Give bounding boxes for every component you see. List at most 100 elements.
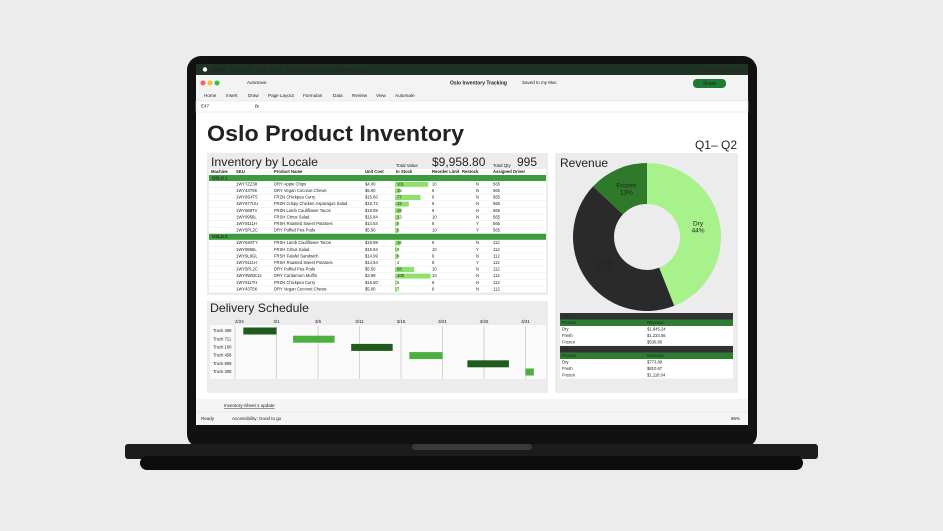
truck-label: Truck 308 (213, 369, 232, 374)
ribbon-tab[interactable]: Page Layout (268, 93, 295, 98)
cell: $14.54 (365, 260, 378, 265)
cell: 112 (493, 273, 500, 278)
cell: DRY Cardamom Muffin (274, 273, 318, 278)
title-bar (196, 75, 748, 101)
cell: 6 (432, 221, 435, 226)
group-name: OSLO 1 (212, 175, 228, 180)
cell: 16 (397, 240, 402, 245)
cell: FRSH Citrus Salad (274, 214, 310, 219)
cell: 10 (432, 267, 437, 272)
cell: $1,645.24 (647, 327, 666, 332)
donut-slice (647, 163, 722, 306)
menu-item[interactable]: Help (357, 67, 368, 73)
cell: N (476, 201, 479, 206)
name-box[interactable]: E47 (201, 104, 210, 109)
formula-bar (195, 100, 749, 113)
fx-button[interactable]: fx (255, 104, 259, 110)
cell: $15.60 (365, 280, 378, 285)
ribbon-tab[interactable]: Formulas (303, 93, 323, 98)
ribbon-tab[interactable]: Review (352, 93, 368, 98)
stock-bar (395, 240, 401, 246)
date-label: 3/21 (438, 319, 447, 324)
autosave-toggle[interactable]: AutoSave (247, 80, 267, 85)
stock-bar (395, 280, 397, 286)
ribbon-tab[interactable]: Draw (248, 93, 259, 98)
ribbon-tab[interactable]: Home (204, 93, 217, 98)
truck-label: Truck 458 (213, 353, 232, 358)
schedule-bar (409, 352, 443, 360)
cell: DRY Vegan Coconut Chews (274, 188, 326, 193)
stock-bar (395, 181, 429, 187)
date-label: 3/26 (480, 319, 489, 324)
apple-menu[interactable] (202, 67, 208, 72)
cell: 565 (493, 208, 501, 213)
stock-bar (395, 286, 398, 292)
ribbon-tab[interactable]: View (376, 93, 387, 98)
close-button[interactable] (200, 80, 206, 86)
cell: FRZN Chickpea Curry (274, 280, 316, 285)
cell: N (476, 273, 479, 278)
cell: 565 (493, 201, 501, 206)
truck-label: Truck 711 (213, 336, 232, 341)
cell: FRSH Roasted Sweet Potatoes (274, 260, 333, 265)
cell: 565 (493, 181, 501, 186)
menu-item[interactable]: Tools (306, 67, 318, 73)
schedule-bar (243, 327, 277, 335)
column-header: In Stock (396, 169, 413, 174)
cell: $14.99 (365, 253, 378, 258)
cell: $18.99 (365, 208, 378, 213)
table-title: Oslo 1 (562, 314, 575, 319)
column-header: Unit Cost (365, 169, 384, 174)
table-title-row (560, 346, 733, 353)
cell: 9 (397, 253, 400, 258)
ribbon-tab[interactable]: Automate (395, 93, 415, 98)
menu-item[interactable]: Data (322, 67, 333, 73)
menu-item[interactable]: Edit (243, 67, 252, 73)
cell: 1WY5PL2C (236, 228, 258, 233)
column-header: SKU (236, 169, 245, 174)
inventory-table (209, 169, 546, 293)
app-menu[interactable]: Excel (212, 67, 226, 73)
donut-slice (593, 163, 647, 215)
menu-item[interactable]: Window (337, 67, 355, 73)
cell: 1WY677UU (236, 201, 258, 206)
cell: 112 (493, 260, 500, 265)
cell: Frozen (562, 373, 576, 378)
slice-label: Dry (693, 220, 704, 227)
ribbon-tab[interactable]: Data (333, 93, 343, 98)
zoom-level[interactable]: 96% (731, 416, 740, 421)
share-label[interactable]: Share (703, 81, 717, 87)
ribbon-tab[interactable]: Insert (226, 93, 238, 98)
cell: 10 (432, 247, 437, 252)
clock: Tue Apr 1 9:41 AM (701, 67, 742, 73)
sheet-tab[interactable]: Inventory-Sheet 1 update (224, 403, 275, 408)
cell: $773.89 (647, 360, 663, 365)
cell: 15 (397, 188, 402, 193)
cell: $16.72 (365, 201, 378, 206)
cell: $5.50 (365, 228, 376, 233)
cell: 1WY911TH (236, 280, 257, 285)
period: Q1– Q2 (695, 138, 737, 152)
cell: 6 (432, 286, 435, 291)
minimize-button[interactable] (207, 80, 213, 86)
menu-item[interactable]: Insert (270, 67, 283, 73)
column-header: Machine (211, 169, 228, 174)
table-row (560, 332, 733, 339)
cell: 565 (493, 214, 501, 219)
zoom-button[interactable] (214, 80, 220, 86)
menu-item[interactable]: Format (287, 67, 303, 73)
cell: $15.60 (365, 195, 378, 200)
cell: 1WY7ZZ38 (236, 181, 258, 186)
column-header: Reorder Limit (432, 169, 460, 174)
share-button[interactable] (693, 79, 726, 88)
cell: $15.84 (365, 247, 378, 252)
panel-title: Revenue (560, 156, 608, 170)
slice-value: 13% (620, 189, 633, 196)
menu-item[interactable]: View (256, 67, 267, 73)
status-accessibility[interactable]: Accessibility: Good to go (232, 416, 282, 421)
cell: FRSH Roasted Sweet Potatoes (274, 221, 333, 226)
stock-bar (395, 253, 398, 259)
menu-item[interactable]: File (230, 67, 238, 73)
cell: Dry (562, 360, 569, 365)
cell: $5.50 (365, 267, 376, 272)
